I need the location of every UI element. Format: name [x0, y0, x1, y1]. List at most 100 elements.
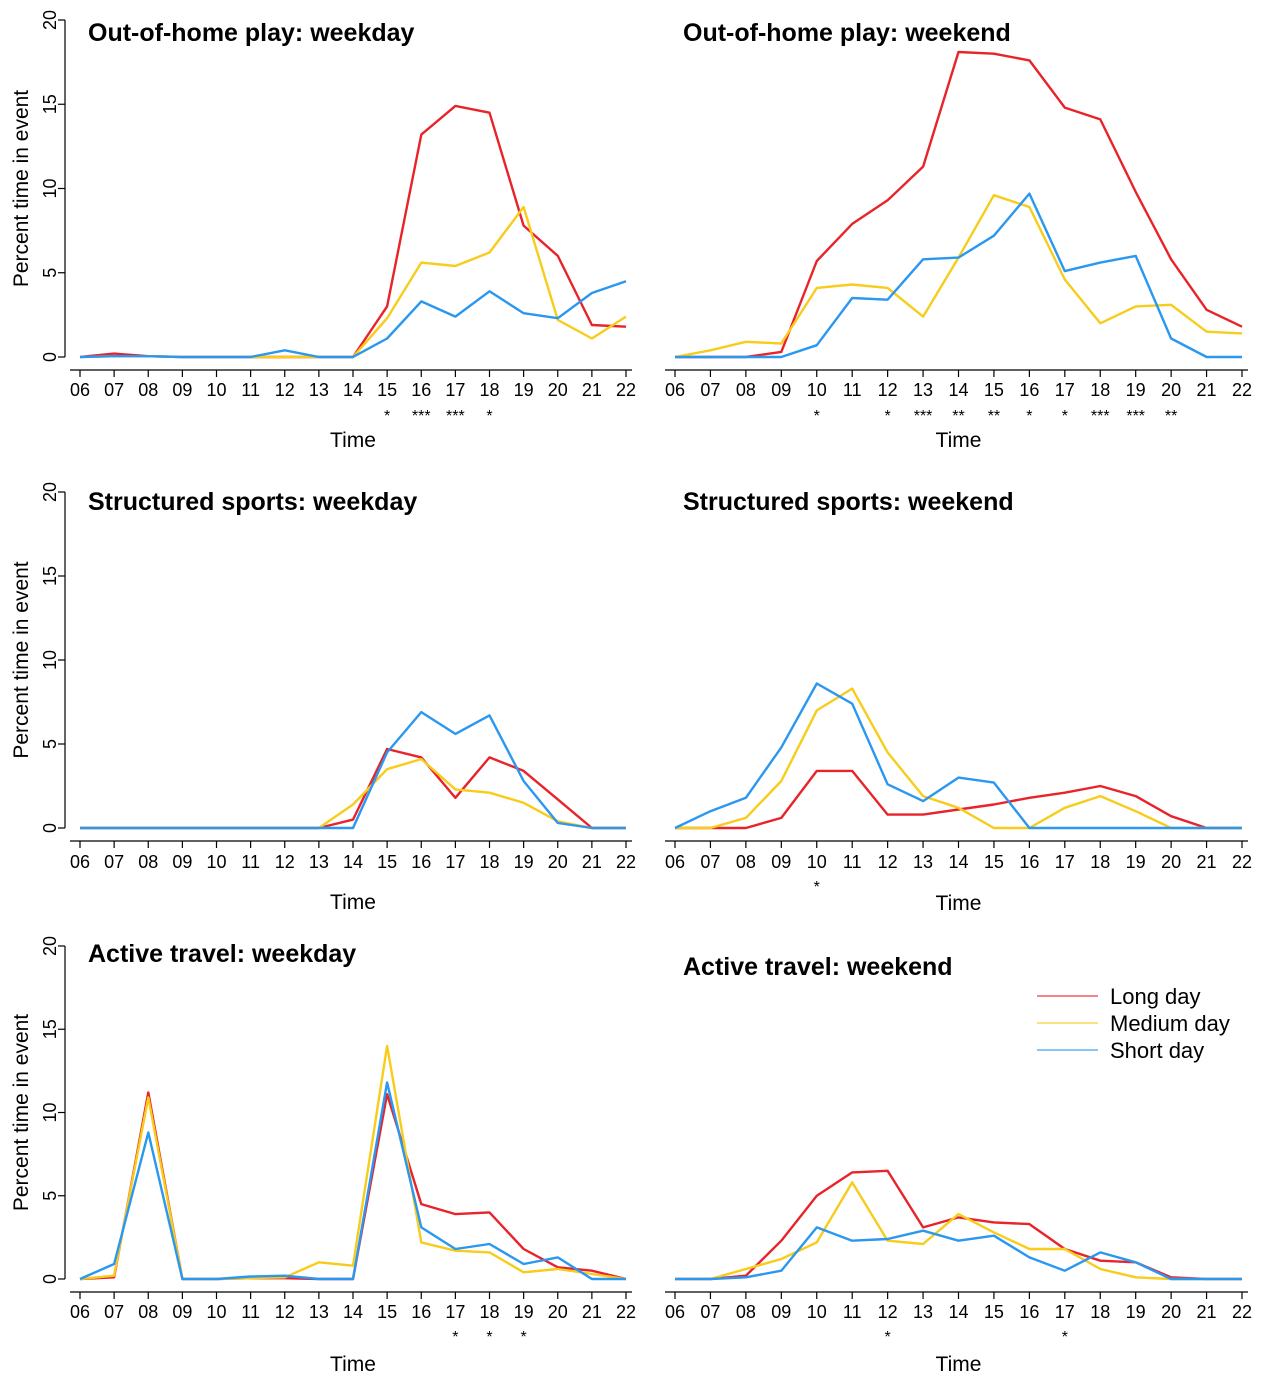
x-tick-label: 12	[878, 1302, 898, 1322]
legend-label: Medium day	[1110, 1011, 1230, 1036]
x-tick-label: 19	[514, 852, 534, 872]
x-axis-title: Time	[936, 429, 982, 452]
series-line-short-day	[79, 280, 627, 359]
x-tick-label: 13	[309, 852, 329, 872]
significance-label: ***	[914, 408, 933, 425]
x-tick-label: 10	[206, 380, 226, 400]
x-axis-title: Time	[330, 891, 376, 914]
significance-label: *	[885, 408, 891, 425]
y-tick-label: 20	[40, 482, 60, 502]
x-axis-title: Time	[330, 1353, 376, 1376]
significance-label: *	[1026, 408, 1032, 425]
x-axis-title: Time	[330, 429, 376, 452]
significance-label: ***	[446, 408, 465, 425]
significance-label: **	[988, 408, 1000, 425]
x-tick-label: 07	[700, 1302, 720, 1322]
y-tick-label: 10	[40, 1102, 60, 1122]
y-tick-label: 20	[40, 10, 60, 30]
x-tick-label: 08	[736, 852, 756, 872]
x-tick-label: 13	[913, 852, 933, 872]
y-tick-label: 5	[40, 739, 60, 749]
panel-title: Out-of-home play: weekend	[683, 19, 1011, 47]
x-tick-label: 22	[1232, 852, 1252, 872]
series-line-short-day	[674, 682, 1242, 830]
x-tick-label: 20	[1161, 1302, 1181, 1322]
x-tick-label: 18	[479, 380, 499, 400]
panel-5: Active travel: weekday 06 07 08 09 10 11 12 13 14…	[10, 936, 636, 1376]
significance-label: ***	[1126, 408, 1145, 425]
x-tick-label: 19	[514, 1302, 534, 1322]
series-line-long-day	[675, 50, 1243, 359]
x-tick-label: 13	[309, 380, 329, 400]
x-tick-label: 16	[1019, 380, 1039, 400]
y-axis-title: Percent time in event	[10, 561, 33, 758]
x-tick-label: 15	[984, 380, 1004, 400]
x-tick-label: 14	[948, 1302, 968, 1322]
x-tick-label: 14	[948, 852, 968, 872]
x-tick-label: 16	[411, 852, 431, 872]
x-tick-label: 08	[138, 1302, 158, 1322]
significance-label: *	[1062, 1329, 1068, 1346]
x-tick-label: 22	[1232, 1302, 1252, 1322]
x-tick-label: 17	[445, 1302, 465, 1322]
x-tick-label: 15	[377, 1302, 397, 1322]
y-axis-title: Percent time in event	[10, 1014, 33, 1211]
x-tick-label: 08	[736, 380, 756, 400]
x-tick-label: 13	[913, 380, 933, 400]
x-tick-label: 16	[1019, 852, 1039, 872]
y-tick-label: 15	[40, 566, 60, 586]
series-line-medium-day	[675, 1181, 1242, 1281]
x-tick-label: 16	[1019, 1302, 1039, 1322]
series-line-long-day	[675, 769, 1242, 830]
significance-label: *	[814, 879, 820, 896]
series-line-long-day	[80, 747, 626, 830]
x-tick-label: 15	[377, 852, 397, 872]
panel-title: Structured sports: weekend	[683, 488, 1014, 516]
x-tick-label: 20	[548, 1302, 568, 1322]
x-tick-label: 11	[241, 380, 260, 400]
significance-label: **	[1165, 408, 1177, 425]
x-tick-label: 14	[343, 1302, 363, 1322]
x-tick-label: 12	[275, 380, 295, 400]
x-tick-label: 16	[411, 380, 431, 400]
x-tick-label: 06	[70, 852, 90, 872]
x-tick-label: 18	[479, 1302, 499, 1322]
panel-title: Out-of-home play: weekday	[88, 19, 415, 47]
x-tick-label: 19	[1126, 852, 1146, 872]
x-tick-label: 15	[377, 380, 397, 400]
series-line-short-day	[79, 1081, 626, 1281]
panel-title: Active travel: weekday	[88, 940, 356, 968]
series-line-medium-day	[674, 193, 1243, 359]
x-tick-label: 08	[736, 1302, 756, 1322]
x-tick-label: 17	[445, 852, 465, 872]
x-tick-label: 16	[411, 1302, 431, 1322]
series-line-medium-day	[79, 205, 627, 359]
x-tick-label: 10	[807, 1302, 827, 1322]
x-tick-label: 18	[1090, 380, 1110, 400]
x-tick-label: 06	[70, 1302, 90, 1322]
significance-label: ***	[1091, 408, 1110, 425]
series-line-long-day	[79, 104, 627, 359]
x-tick-label: 19	[514, 380, 534, 400]
x-tick-label: 12	[878, 852, 898, 872]
x-tick-label: 14	[948, 380, 968, 400]
panel-4: Structured sports: weekend 06 07 08 09 10 * 11 1…	[665, 488, 1252, 915]
x-tick-label: 09	[771, 852, 791, 872]
y-tick-label: 15	[40, 1019, 60, 1039]
x-tick-label: 11	[241, 852, 260, 872]
x-tick-label: 11	[241, 1302, 260, 1322]
panel-3: Structured sports: weekday 06 07 08 09 10 11 12…	[10, 482, 636, 914]
x-tick-label: 17	[1055, 380, 1075, 400]
x-tick-label: 17	[1055, 852, 1075, 872]
legend-label: Short day	[1110, 1038, 1204, 1063]
x-tick-label: 20	[548, 380, 568, 400]
x-tick-label: 07	[104, 1302, 124, 1322]
x-axis-title: Time	[936, 892, 982, 915]
x-tick-label: 13	[309, 1302, 329, 1322]
x-tick-label: 20	[548, 852, 568, 872]
significance-label: ***	[412, 408, 431, 425]
significance-label: **	[952, 408, 964, 425]
